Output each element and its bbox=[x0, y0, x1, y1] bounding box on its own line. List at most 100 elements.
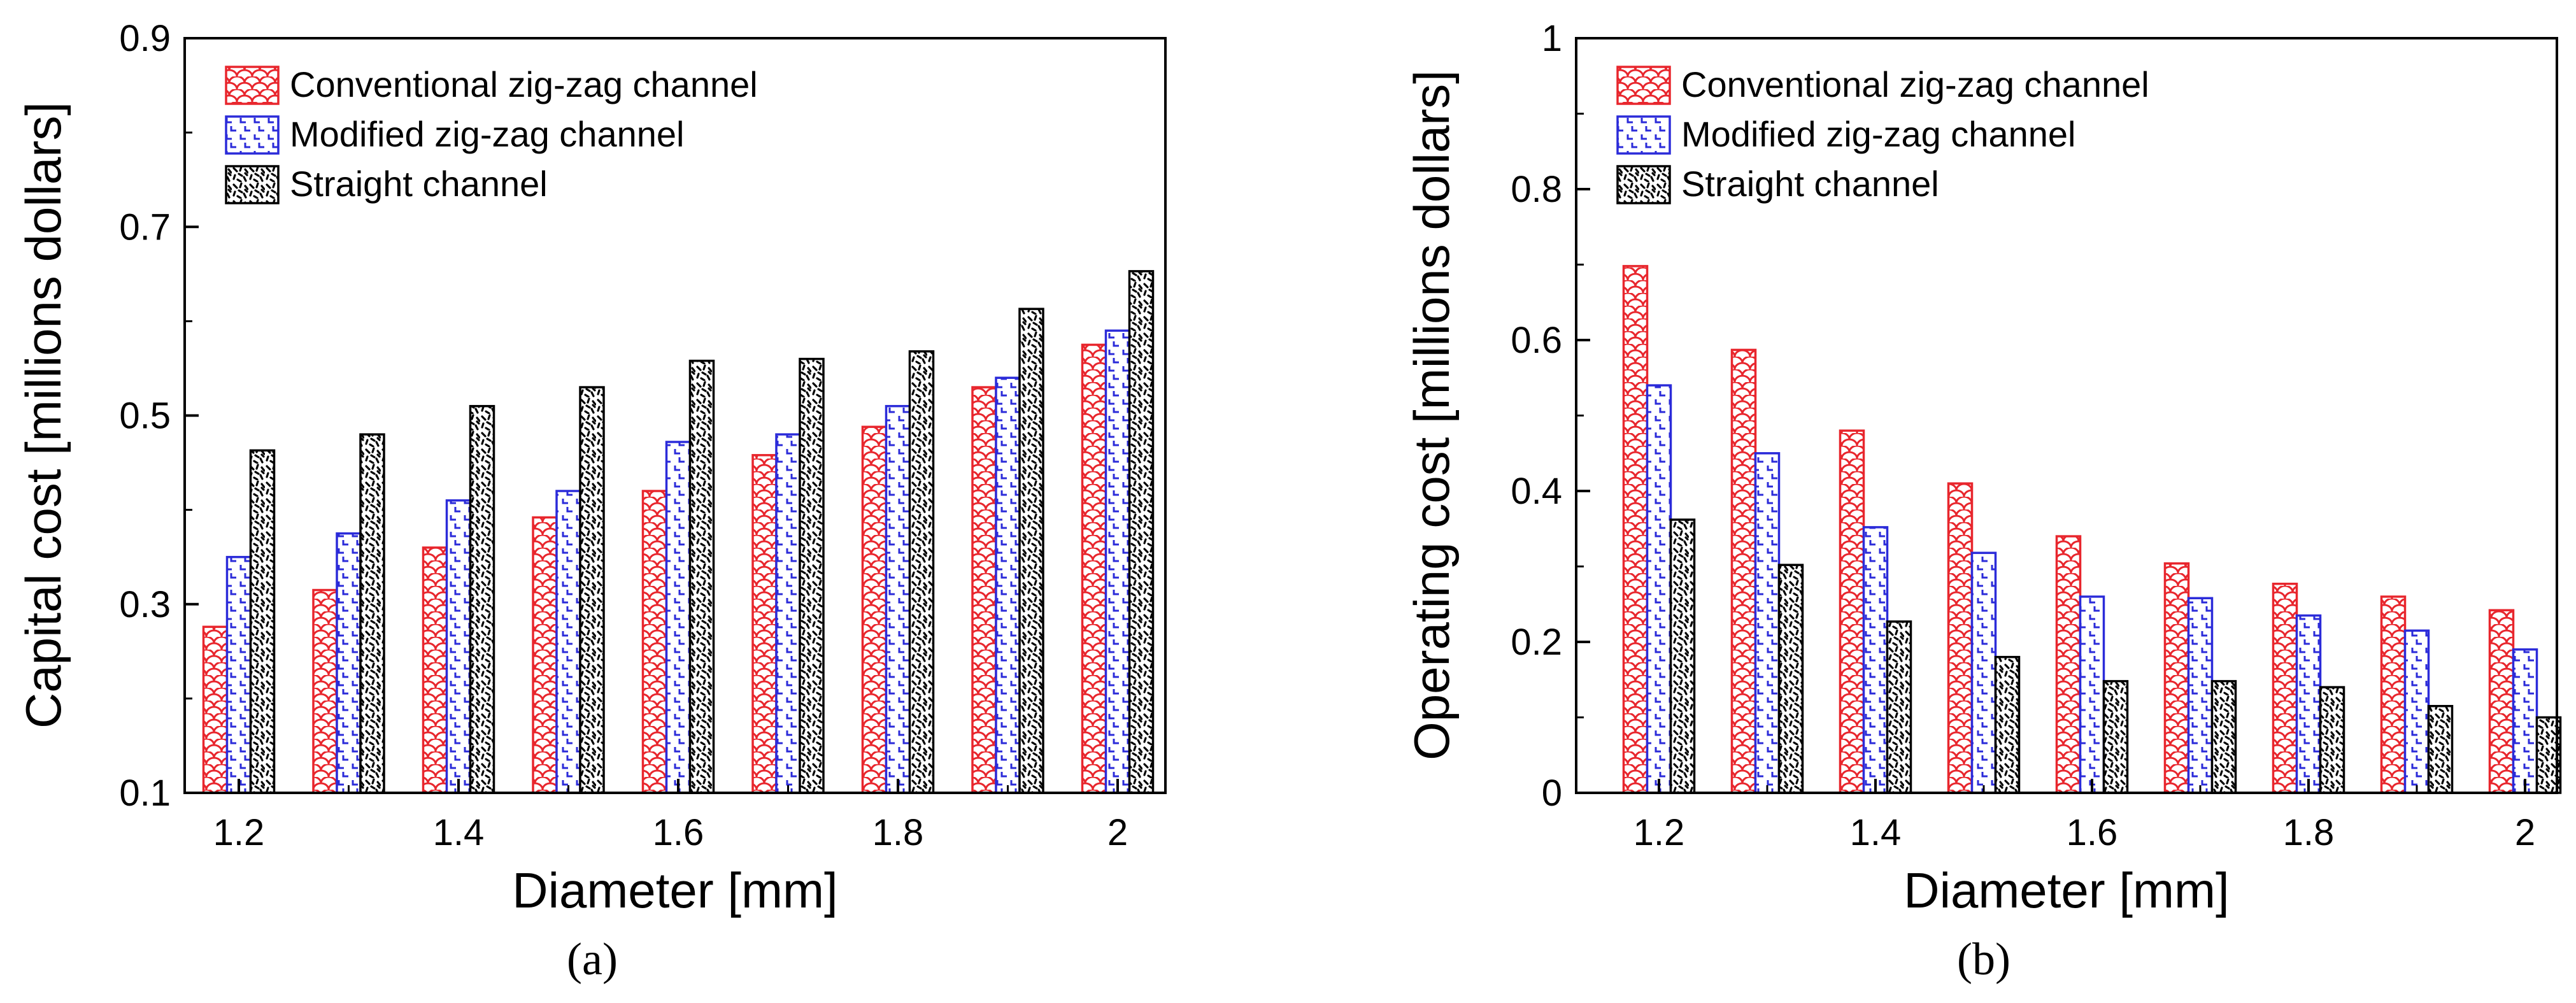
bar-speckle-1.5 bbox=[579, 386, 605, 794]
y-axis-title: Operating cost [millions dollars] bbox=[1404, 70, 1460, 760]
bar-scales-1.5 bbox=[1947, 482, 1974, 794]
bar-speckle-1.7 bbox=[799, 357, 825, 794]
bar-steps-1.7 bbox=[2187, 597, 2214, 794]
bar-speckle-1.6 bbox=[2102, 679, 2129, 794]
x-axis-title: Diameter [mm] bbox=[512, 862, 837, 918]
legend: Conventional zig-zag channel Modified zig… bbox=[1616, 64, 2149, 204]
bar-steps-1.5 bbox=[555, 490, 581, 794]
bar-steps-1.7 bbox=[775, 433, 801, 794]
bar-scales-1.9 bbox=[971, 386, 997, 794]
y-tick-label: 0.5 bbox=[119, 395, 171, 437]
bar-steps-1.3 bbox=[336, 532, 362, 794]
bar-speckle-1.3 bbox=[1777, 564, 1804, 794]
bar-speckle-1.9 bbox=[2427, 704, 2454, 794]
bar-scales-1.8 bbox=[861, 425, 888, 794]
bar-speckle-1.7 bbox=[2210, 679, 2237, 794]
bar-scales-1.9 bbox=[2380, 595, 2407, 794]
legend-swatch-speckle bbox=[1616, 165, 1671, 204]
bar-steps-1.4 bbox=[1862, 526, 1889, 794]
bars-group bbox=[202, 270, 1155, 794]
bar-steps-1.5 bbox=[1970, 551, 1997, 794]
bar-speckle-1.4 bbox=[1886, 620, 1912, 794]
bar-speckle-1.8 bbox=[908, 350, 935, 794]
x-axis-title: Diameter [mm] bbox=[1904, 862, 2229, 918]
bar-speckle-1.2 bbox=[1669, 518, 1696, 794]
bar-speckle-1.4 bbox=[469, 404, 495, 794]
bar-steps-1.4 bbox=[445, 499, 472, 794]
bar-steps-2.0 bbox=[1104, 329, 1131, 794]
bar-speckle-1.3 bbox=[359, 433, 385, 794]
bar-scales-1.4 bbox=[422, 546, 448, 794]
x-tick-label: 2 bbox=[2515, 812, 2535, 853]
x-tick-label: 1.4 bbox=[433, 812, 485, 853]
chart-panel-operating-cost: 0 0.2 0.4 0.6 0.8 1 1.2 1.4 1.6 1.8 2 Operating co… bbox=[1404, 18, 2562, 985]
bar-speckle-1.9 bbox=[1018, 308, 1044, 794]
legend-swatch-scales bbox=[225, 66, 280, 105]
bar-speckle-1.8 bbox=[2319, 686, 2345, 794]
y-tick-label: 0.2 bbox=[1511, 622, 1562, 663]
x-tick-label: 1.2 bbox=[1633, 812, 1685, 853]
axis-ticks: 0 0.2 0.4 0.6 0.8 1 1.2 1.4 1.6 1.8 2 bbox=[1511, 18, 2535, 853]
bar-scales-1.6 bbox=[641, 490, 668, 794]
legend-swatch-speckle bbox=[225, 165, 280, 204]
x-tick-label: 1.8 bbox=[872, 812, 924, 853]
bar-scales-1.7 bbox=[751, 453, 778, 794]
bar-steps-1.9 bbox=[995, 376, 1021, 794]
bar-speckle-1.5 bbox=[1994, 655, 2021, 794]
legend-label: Straight channel bbox=[290, 164, 548, 204]
y-tick-label: 1 bbox=[1542, 18, 1562, 59]
bar-scales-1.3 bbox=[1730, 348, 1757, 794]
bar-scales-1.3 bbox=[312, 588, 338, 794]
x-tick-label: 1.6 bbox=[2067, 812, 2118, 853]
bar-steps-1.3 bbox=[1754, 452, 1781, 794]
y-tick-label: 0.3 bbox=[119, 584, 171, 625]
bar-scales-1.5 bbox=[532, 516, 558, 794]
y-tick-label: 0.4 bbox=[1511, 471, 1562, 512]
bar-steps-1.2 bbox=[1646, 384, 1672, 794]
legend-swatch-steps bbox=[1616, 115, 1671, 155]
bar-steps-1.9 bbox=[2403, 629, 2430, 794]
bar-speckle-1.2 bbox=[249, 449, 276, 794]
axis-ticks: 0.1 0.3 0.5 0.7 0.9 1.2 1.4 1.6 1.8 2 bbox=[119, 18, 1128, 853]
x-tick-label: 2 bbox=[1107, 812, 1128, 853]
x-tick-label: 1.6 bbox=[653, 812, 704, 853]
bar-scales-1.2 bbox=[1622, 265, 1649, 794]
bar-speckle-1.6 bbox=[688, 359, 715, 794]
legend-label: Straight channel bbox=[1681, 164, 1939, 204]
panel-label: (a) bbox=[567, 934, 618, 985]
bar-steps-1.8 bbox=[885, 404, 911, 794]
bar-scales-1.2 bbox=[202, 625, 229, 794]
bar-scales-1.4 bbox=[1839, 429, 1865, 794]
bar-steps-1.8 bbox=[2295, 614, 2322, 794]
x-tick-label: 1.4 bbox=[1850, 812, 1902, 853]
legend-swatch-scales bbox=[1616, 66, 1671, 105]
y-tick-label: 0.8 bbox=[1511, 169, 1562, 210]
legend-label: Modified zig-zag channel bbox=[1681, 114, 2075, 154]
bar-scales-2.0 bbox=[1081, 343, 1107, 794]
legend-label: Conventional zig-zag channel bbox=[1681, 64, 2149, 104]
y-tick-label: 0 bbox=[1542, 772, 1562, 814]
bar-scales-1.7 bbox=[2163, 562, 2190, 794]
bar-scales-2.0 bbox=[2488, 609, 2515, 794]
legend-label: Modified zig-zag channel bbox=[290, 114, 684, 154]
y-tick-label: 0.1 bbox=[119, 772, 171, 814]
bar-steps-1.6 bbox=[665, 441, 692, 794]
bar-steps-2.0 bbox=[2512, 648, 2538, 794]
panel-label: (b) bbox=[1957, 934, 2010, 985]
y-axis-title: Capital cost [millions dollars] bbox=[15, 102, 71, 729]
x-tick-label: 1.2 bbox=[213, 812, 265, 853]
bars-group bbox=[1622, 265, 2562, 794]
bar-scales-1.6 bbox=[2055, 535, 2082, 794]
bar-steps-1.2 bbox=[225, 555, 252, 794]
y-tick-label: 0.9 bbox=[119, 18, 171, 59]
bar-scales-1.8 bbox=[2272, 583, 2298, 794]
legend-label: Conventional zig-zag channel bbox=[290, 64, 758, 104]
bar-steps-1.6 bbox=[2079, 595, 2105, 794]
legend-swatch-steps bbox=[225, 115, 280, 155]
y-tick-label: 0.7 bbox=[119, 206, 171, 248]
chart-panel-capital-cost: 0.1 0.3 0.5 0.7 0.9 1.2 1.4 1.6 1.8 2 Capital cos… bbox=[15, 18, 1167, 985]
bar-speckle-2.0 bbox=[1128, 270, 1155, 794]
legend: Conventional zig-zag channel Modified zig… bbox=[225, 64, 758, 204]
x-tick-label: 1.8 bbox=[2283, 812, 2335, 853]
